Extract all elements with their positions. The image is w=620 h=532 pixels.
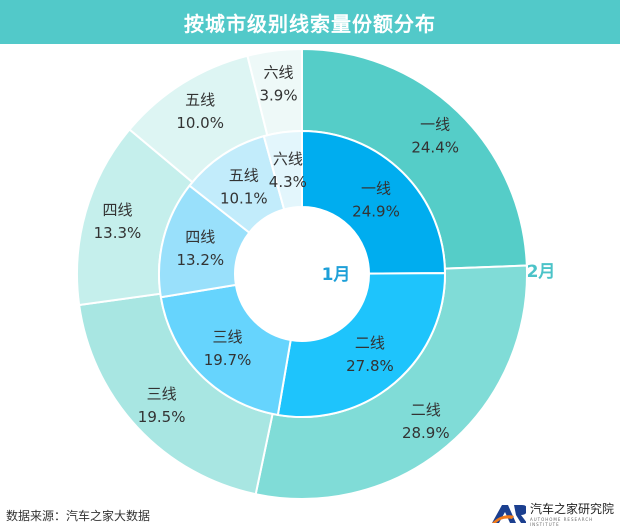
inner-category-label-2: 三线 bbox=[213, 328, 243, 346]
data-source: 数据来源：汽车之家大数据 bbox=[6, 509, 151, 523]
inner-value-label-3: 13.2% bbox=[176, 251, 224, 269]
inner-value-label-4: 10.1% bbox=[220, 190, 268, 208]
outer-category-label-4: 五线 bbox=[185, 91, 215, 109]
logo-subtext: AUTOHOME RESEARCH INSTITUTE bbox=[529, 517, 594, 527]
outer-category-label-3: 四线 bbox=[102, 201, 132, 219]
outer-category-label-1: 二线 bbox=[411, 401, 441, 419]
inner-category-label-3: 四线 bbox=[185, 228, 215, 246]
inner-category-label-1: 二线 bbox=[355, 334, 385, 352]
autohome-research-logo: 汽车之家研究院 AUTOHOME RESEARCH INSTITUTE bbox=[490, 500, 620, 527]
outer-category-label-5: 六线 bbox=[264, 63, 294, 81]
inner-category-label-0: 一线 bbox=[361, 180, 391, 198]
inner-category-label-4: 五线 bbox=[229, 167, 259, 185]
inner-series-label: 1月 bbox=[322, 265, 351, 285]
ar-logo-icon bbox=[492, 504, 526, 523]
outer-category-label-2: 三线 bbox=[147, 385, 177, 403]
logo-text: 汽车之家研究院 bbox=[529, 502, 614, 516]
inner-value-label-2: 19.7% bbox=[204, 351, 252, 369]
inner-slice-0 bbox=[301, 129, 447, 275]
inner-value-label-0: 24.9% bbox=[352, 203, 400, 221]
outer-value-label-3: 13.3% bbox=[94, 224, 142, 242]
inner-slice-1 bbox=[276, 272, 446, 418]
outer-category-label-0: 一线 bbox=[420, 116, 450, 134]
inner-value-label-5: 4.3% bbox=[269, 173, 307, 191]
outer-value-label-2: 19.5% bbox=[138, 408, 186, 426]
chart-title: 按城市级别线索量份额分布 bbox=[0, 0, 620, 44]
outer-value-label-4: 10.0% bbox=[176, 114, 224, 132]
inner-category-label-5: 六线 bbox=[273, 150, 303, 168]
outer-value-label-5: 3.9% bbox=[259, 86, 297, 104]
outer-value-label-0: 24.4% bbox=[411, 139, 459, 157]
outer-value-label-1: 28.9% bbox=[402, 424, 450, 442]
inner-slice-2 bbox=[159, 283, 292, 417]
inner-value-label-1: 27.8% bbox=[346, 357, 394, 375]
outer-series-label: 2月 bbox=[527, 262, 556, 282]
inner-slice-5 bbox=[262, 129, 303, 211]
